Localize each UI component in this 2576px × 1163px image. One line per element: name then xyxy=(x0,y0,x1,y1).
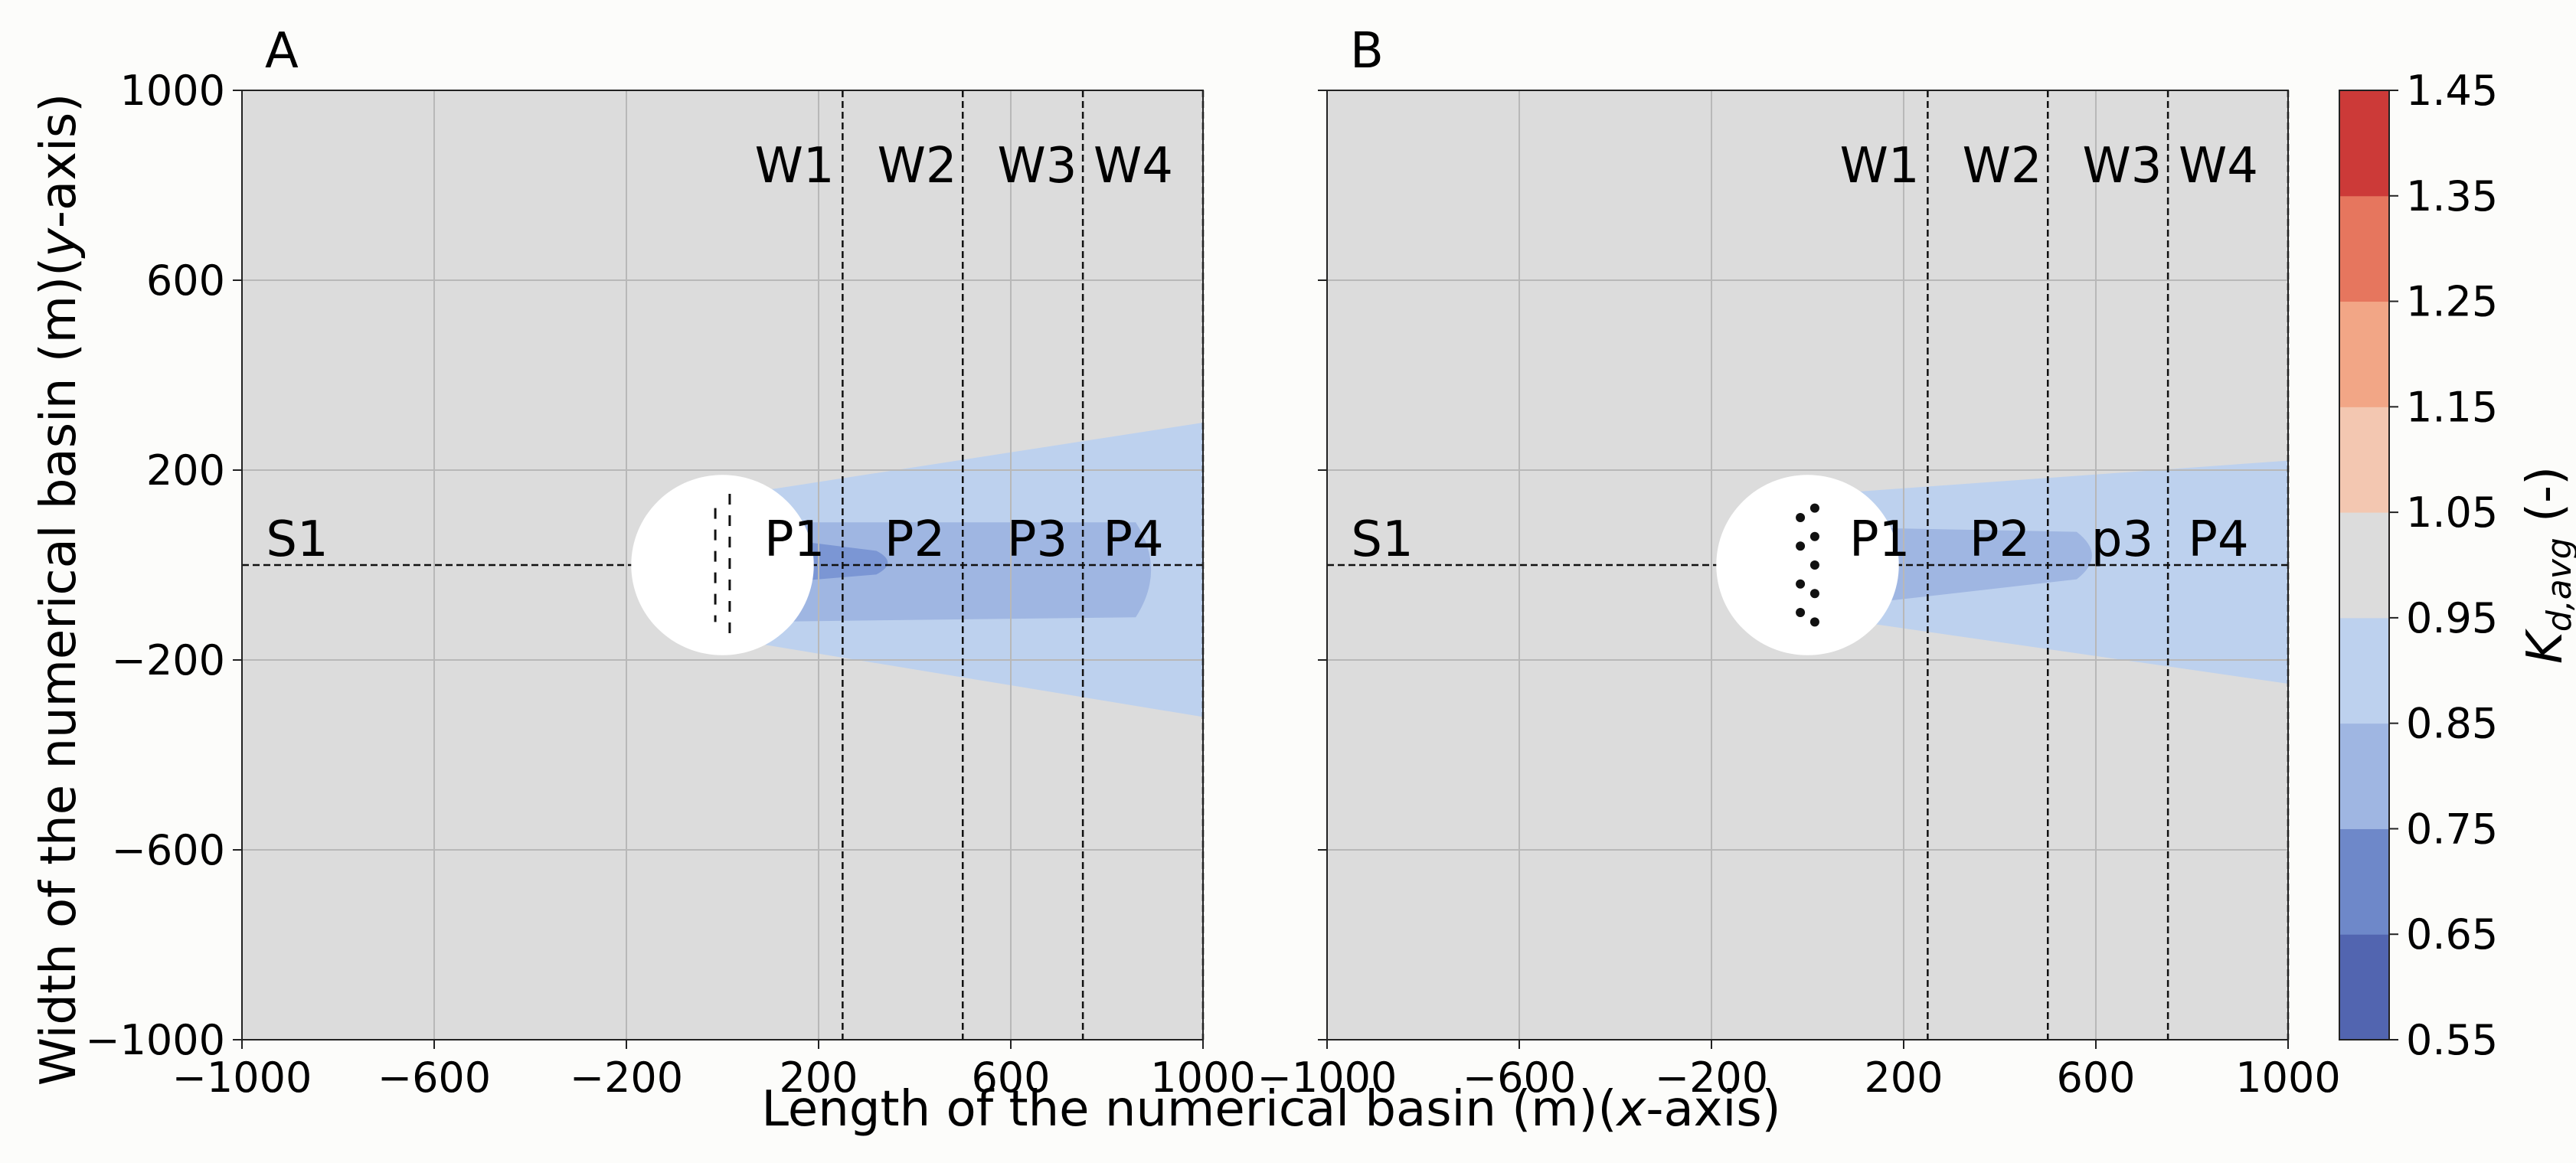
device-circle xyxy=(631,475,814,655)
plot-frame xyxy=(1326,90,2289,1040)
device-dot xyxy=(1796,513,1806,522)
p-label-1: P1 xyxy=(764,511,825,568)
colorbar-tick-label: 1.25 xyxy=(2406,278,2498,326)
grid xyxy=(242,90,1203,1040)
colorbar: 0.55 0.65 0.75 0.85 0.95 1.05 1.15 1.25 1.35 1.45… xyxy=(2339,67,2576,1064)
plot-frame xyxy=(241,90,1204,1040)
x-tick-label: −200 xyxy=(570,1054,683,1102)
panel-b: W1 W2 W3 W4 S1 P1 P2 p3 P4 B −1000 −600 −200 200 600 10… xyxy=(1257,23,2341,1102)
x-tick-label: −1000 xyxy=(1257,1054,1398,1102)
w-label-1: W1 xyxy=(755,138,835,194)
colorbar-tick-label: 0.55 xyxy=(2406,1016,2498,1064)
x-tick-label: −200 xyxy=(1655,1054,1768,1102)
w-label-2: W2 xyxy=(878,138,957,194)
colorbar-tick-label: 1.45 xyxy=(2406,67,2498,115)
w-label-1: W1 xyxy=(1840,138,1920,194)
colorbar-frame xyxy=(2339,90,2390,1040)
colorbar-tick-label: 1.15 xyxy=(2406,383,2498,431)
x-tick-label: 600 xyxy=(971,1054,1050,1102)
w-label-4: W4 xyxy=(2179,138,2258,194)
colorbar-band xyxy=(2339,723,2389,829)
x-tick-label: 1000 xyxy=(1150,1054,1255,1102)
w-label-4: W4 xyxy=(1093,138,1173,194)
x-tick-label: −600 xyxy=(1463,1054,1576,1102)
colorbar-band xyxy=(2339,301,2389,407)
s1-label: S1 xyxy=(266,511,328,568)
device-dot xyxy=(1796,541,1806,551)
w-label-3: W3 xyxy=(998,138,1077,194)
x-axis-label: Length of the numerical basin (m)(x-axis… xyxy=(761,1081,1780,1138)
y-tick-label: 1000 xyxy=(120,67,225,115)
s1-label: S1 xyxy=(1351,511,1413,568)
panel-label: A xyxy=(265,23,299,80)
colorbar-label: Kd,avg (-) xyxy=(2517,466,2576,664)
p-label-4: P4 xyxy=(1103,511,1163,568)
colorbar-band xyxy=(2339,407,2389,513)
colorbar-tick-label: 0.75 xyxy=(2406,805,2498,853)
p-label-3: p3 xyxy=(2091,511,2153,568)
device-dot xyxy=(1796,608,1806,617)
colorbar-band xyxy=(2339,195,2389,302)
w-label-3: W3 xyxy=(2083,138,2162,194)
device-dot xyxy=(1809,617,1819,627)
x-tick-label: 200 xyxy=(779,1054,858,1102)
w-label-2: W2 xyxy=(1963,138,2042,194)
x-tick-label: −1000 xyxy=(172,1054,312,1102)
x-tick-label: 200 xyxy=(1864,1054,1943,1102)
colorbar-tick-label: 0.95 xyxy=(2406,594,2498,642)
colorbar-tick-label: 0.65 xyxy=(2406,910,2498,959)
p-label-1: P1 xyxy=(1849,511,1910,568)
colorbar-band xyxy=(2339,828,2389,935)
y-tick-label: −1000 xyxy=(85,1016,225,1064)
grid xyxy=(1327,90,2288,1040)
colorbar-band xyxy=(2339,934,2389,1040)
colorbar-band xyxy=(2339,512,2389,619)
y-tick-label: −600 xyxy=(112,826,225,874)
y-tick-label: 200 xyxy=(146,446,225,495)
x-tick-label: 1000 xyxy=(2235,1054,2340,1102)
panel-a: W1 W2 W3 W4 S1 P1 P2 P3 P4 A −1000 −600 −200 200 600 10… xyxy=(85,23,1255,1102)
colorbar-tick-label: 0.85 xyxy=(2406,700,2498,748)
colorbar-band xyxy=(2339,617,2389,724)
p-label-4: P4 xyxy=(2188,511,2248,568)
colorbar-tick-label: 1.35 xyxy=(2406,172,2498,221)
p-label-3: P3 xyxy=(1007,511,1067,568)
p-label-2: P2 xyxy=(1970,511,2030,568)
y-axis-label: Width of the numerical basin (m)(y-axis) xyxy=(31,93,87,1086)
x-tick-label: −600 xyxy=(378,1054,491,1102)
device-dot xyxy=(1809,589,1819,599)
x-tick-label: 600 xyxy=(2056,1054,2135,1102)
panel-label: B xyxy=(1350,23,1384,80)
device-dot xyxy=(1809,560,1819,570)
y-tick-label: 600 xyxy=(146,256,225,305)
y-tick-label: −200 xyxy=(112,636,225,684)
device-dot xyxy=(1796,579,1806,589)
colorbar-band xyxy=(2339,90,2389,197)
p-label-2: P2 xyxy=(884,511,945,568)
device-dot xyxy=(1809,503,1819,513)
device-dot xyxy=(1809,531,1819,541)
colorbar-tick-label: 1.05 xyxy=(2406,488,2498,537)
device-circle xyxy=(1716,475,1899,655)
